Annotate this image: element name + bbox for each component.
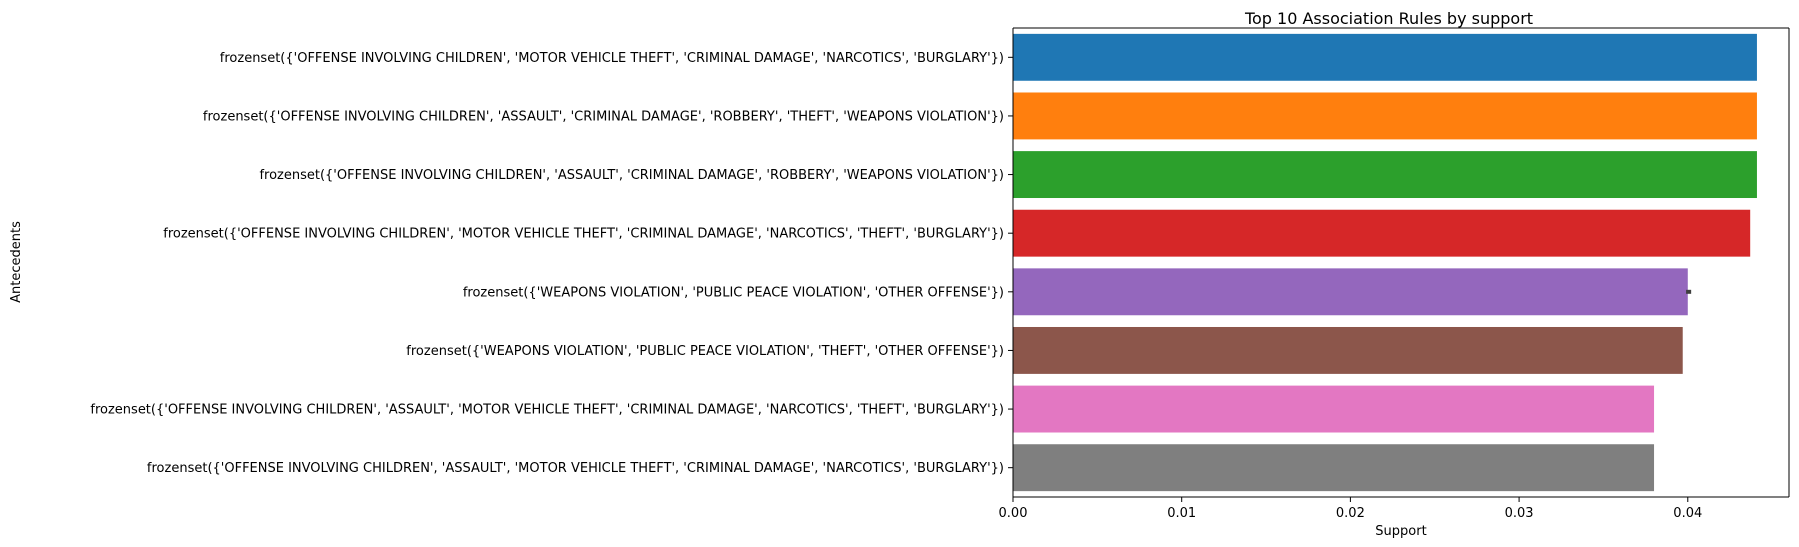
x-axis-ticks: 0.00 0.01 0.02 0.03 0.04 [999, 497, 1702, 521]
bars-layer [1013, 33, 1757, 492]
y-tick-label: frozenset({'OFFENSE INVOLVING CHILDREN',… [90, 403, 1004, 418]
bar [1013, 326, 1683, 374]
bar [1013, 268, 1688, 316]
x-tick-label: 0.04 [1673, 506, 1702, 521]
y-tick-label: frozenset({'WEAPONS VIOLATION', 'PUBLIC … [463, 285, 1004, 300]
y-tick-label: frozenset({'OFFENSE INVOLVING CHILDREN',… [163, 227, 1004, 242]
bar [1013, 92, 1757, 140]
y-axis-title: Antecedents [9, 221, 24, 303]
y-tick-label: frozenset({'OFFENSE INVOLVING CHILDREN',… [147, 461, 1004, 476]
bar [1013, 444, 1655, 492]
y-tick-labels: frozenset({'OFFENSE INVOLVING CHILDREN',… [90, 51, 1013, 476]
bar [1013, 151, 1757, 199]
y-tick-label: frozenset({'OFFENSE INVOLVING CHILDREN',… [203, 109, 1004, 124]
x-axis-title: Support [1375, 524, 1426, 539]
x-tick-label: 0.01 [1167, 506, 1196, 521]
bar [1013, 33, 1757, 81]
x-tick-label: 0.00 [999, 506, 1028, 521]
y-tick-label: frozenset({'OFFENSE INVOLVING CHILDREN',… [259, 168, 1004, 183]
y-tick-label: frozenset({'WEAPONS VIOLATION', 'PUBLIC … [406, 344, 1004, 359]
bar [1013, 385, 1655, 433]
x-tick-label: 0.02 [1336, 506, 1365, 521]
y-tick-label: frozenset({'OFFENSE INVOLVING CHILDREN',… [220, 51, 1004, 66]
bar [1013, 209, 1751, 257]
axes-frame [1012, 27, 1790, 498]
x-tick-label: 0.03 [1505, 506, 1534, 521]
chart-title: Top 10 Association Rules by support [1244, 9, 1533, 28]
